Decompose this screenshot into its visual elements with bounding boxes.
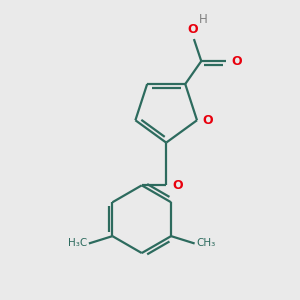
Text: H₃C: H₃C (68, 238, 87, 248)
Text: O: O (173, 179, 183, 192)
Text: O: O (232, 55, 242, 68)
Text: O: O (187, 23, 198, 36)
Text: O: O (202, 114, 213, 127)
Text: CH₃: CH₃ (196, 238, 215, 248)
Text: H: H (199, 14, 208, 26)
